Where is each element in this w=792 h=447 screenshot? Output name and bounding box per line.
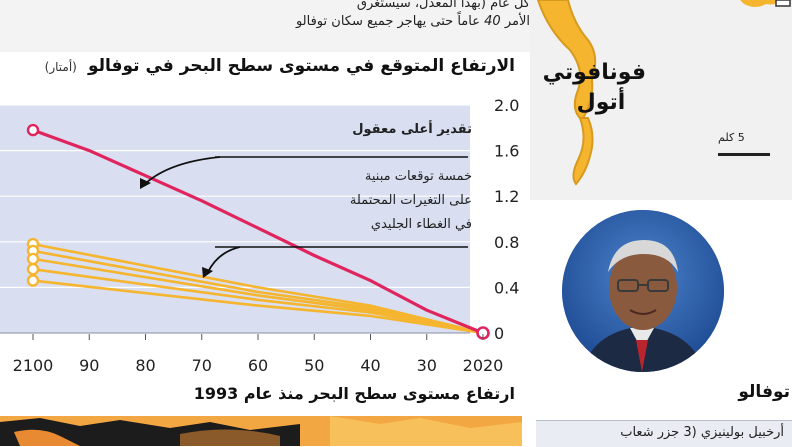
sea-level-chart: 2.0 1.6 1.2 0.8 0.4 0 2100 90 80 70 60 50 40 30 2020 — [0, 96, 519, 375]
prime-minister-portrait — [562, 210, 724, 372]
plot-background — [0, 105, 470, 333]
series-start-marker-upper — [26, 123, 40, 137]
annotation-lower: خمسة توقعات مبنية على التغيرات المحتملة … — [350, 165, 472, 237]
intro-line-1: كل عام (بهذا المعدل، سيستغرق — [356, 0, 530, 11]
annotation-arrowhead-lower — [202, 267, 213, 278]
intro-band — [0, 0, 530, 52]
series-line-projection — [32, 267, 484, 335]
info-text: أرخبيل بولينيزي (3 جزر شعاب — [620, 425, 784, 440]
y-tick-label: 2.0 — [494, 96, 519, 115]
y-tick-label: 0.8 — [494, 233, 519, 252]
intro-line-2: الأمر 40 عاماً حتى يهاجر جميع سكان توفال… — [296, 14, 530, 29]
x-tick-labels: 2100 90 80 70 60 50 40 30 2020 — [13, 334, 504, 375]
x-tick-label: 60 — [248, 356, 268, 375]
sea-rise-map-strip — [0, 416, 522, 446]
annotation-lower-line-2: على التغيرات المحتملة — [349, 193, 472, 208]
annotation-upper: تقدير أعلى معقول — [352, 122, 472, 137]
country-label: توفالو — [738, 382, 790, 402]
x-tick-label: 90 — [79, 356, 99, 375]
series-start-marker-projection — [26, 262, 40, 276]
x-tick-label: 2100 — [13, 356, 54, 375]
y-tick-label: 0.4 — [494, 278, 519, 297]
atoll-label-line-1: فونافوتي — [542, 60, 646, 85]
sea-rise-map-shapes — [0, 416, 522, 446]
series-layer — [26, 123, 490, 340]
inset-marker — [775, 0, 791, 7]
chart-unit: (أمتار) — [44, 60, 77, 74]
atoll-reef-south — [572, 117, 594, 186]
annotation-arrowhead-upper — [140, 178, 151, 189]
y-tick-label: 1.6 — [494, 142, 519, 161]
portrait-illustration — [562, 210, 724, 372]
atoll-map — [536, 0, 791, 186]
annotation-lower-line-3: في الغطاء الجليدي — [370, 217, 472, 232]
atoll-label-line-2: أتول — [576, 90, 626, 115]
atoll-reef-north — [740, 0, 780, 7]
scale-label: 5 كلم — [718, 131, 745, 144]
chart-title: الارتفاع المتوقع في مستوى سطح البحر في ت… — [87, 56, 515, 76]
series-line-projection — [32, 279, 484, 335]
atoll-map-panel — [530, 0, 792, 200]
bottom-section-title: ارتفاع مستوى سطح البحر منذ عام 1993 — [193, 384, 515, 403]
atoll-label: فونافوتي أتول — [542, 58, 646, 118]
x-tick-label: 40 — [360, 356, 380, 375]
info-box: أرخبيل بولينيزي (3 جزر شعاب — [536, 420, 792, 447]
x-tick-label: 50 — [304, 356, 324, 375]
annotation-arrow-lower — [207, 246, 241, 273]
y-tick-label: 0 — [494, 324, 504, 343]
chart-title-row: الارتفاع المتوقع في مستوى سطح البحر في ت… — [45, 56, 515, 80]
annotation-layer — [140, 156, 468, 278]
series-line-upper-estimate — [32, 128, 484, 335]
x-tick-label: 2020 — [463, 356, 504, 375]
annotation-lower-line-1: خمسة توقعات مبنية — [364, 169, 472, 184]
y-tick-label: 1.2 — [494, 187, 519, 206]
scale-bar — [718, 153, 770, 156]
series-start-marker-projection — [26, 274, 40, 287]
annotation-arrow-upper — [145, 156, 221, 184]
intro-line-2-prefix: الأمر — [504, 14, 530, 29]
intro-line-2-suffix: عاماً حتى يهاجر جميع سكان توفالو — [295, 14, 480, 29]
grid-lines — [0, 104, 470, 334]
y-tick-labels: 2.0 1.6 1.2 0.8 0.4 0 — [494, 96, 519, 343]
x-tick-label: 30 — [417, 356, 437, 375]
series-start-marker-projection — [26, 252, 40, 266]
x-tick-label: 70 — [192, 356, 212, 375]
x-tick-label: 80 — [135, 356, 155, 375]
intro-line-2-number: 40 — [484, 14, 501, 29]
